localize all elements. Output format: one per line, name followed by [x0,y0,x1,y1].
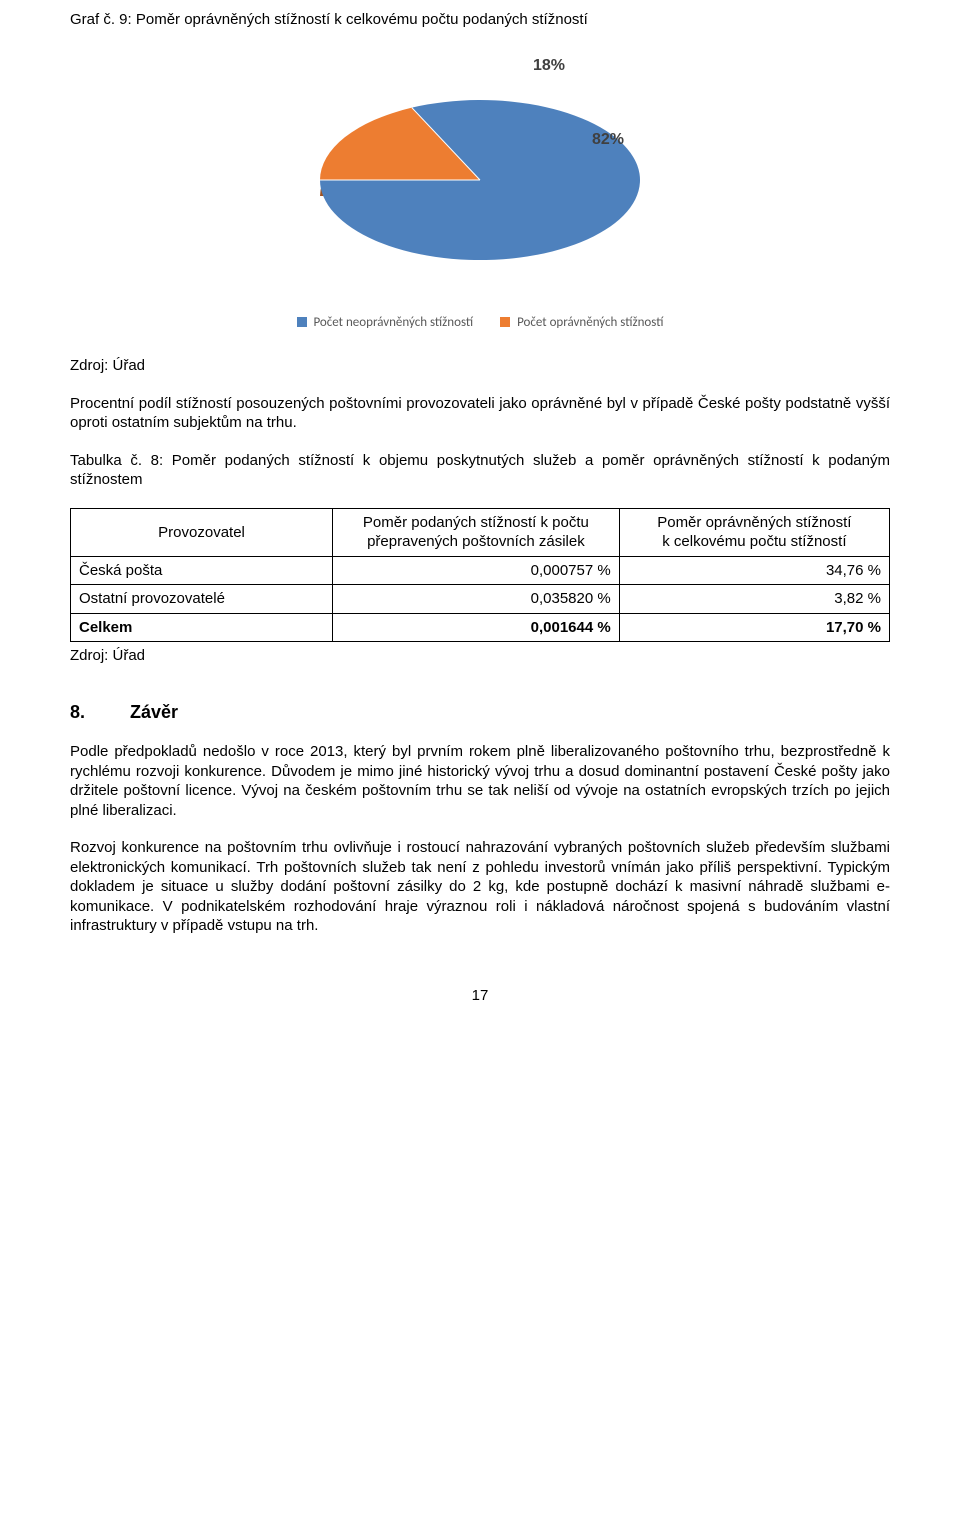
section-heading-zaver: 8. Závěr [70,701,890,724]
table-cell: 34,76 % [619,556,889,585]
table-source: Zdroj: Úřad [70,646,890,666]
legend-label: Počet oprávněných stížností [517,315,663,330]
legend-label: Počet neoprávněných stížností [313,315,473,330]
table-cell: 0,035820 % [333,585,620,614]
pie-chart: 18% 82% Počet neoprávněných stížností Po… [180,40,780,332]
table-row: Česká pošta 0,000757 % 34,76 % [71,556,890,585]
legend-item-neopravnene: Počet neoprávněných stížností [297,315,474,332]
table-col-provozovatel: Provozovatel [71,508,333,556]
table-cell: 0,000757 % [333,556,620,585]
paragraph-zaver-2: Rozvoj konkurence na poštovním trhu ovli… [70,838,890,936]
table-caption: Tabulka č. 8: Poměr podaných stížností k… [70,451,890,490]
page-number: 17 [70,986,890,1006]
table-cell: 0,001644 % [333,613,620,642]
paragraph-intro: Procentní podíl stížností posouzených po… [70,394,890,433]
pie-svg [270,40,690,300]
table-col-pomer1: Poměr podaných stížností k počtu přeprav… [333,508,620,556]
legend-swatch-icon [500,317,510,327]
table-cell: Celkem [71,613,333,642]
table-cell: 17,70 % [619,613,889,642]
section-number: 8. [70,701,125,724]
table-row: Ostatní provozovatelé 0,035820 % 3,82 % [71,585,890,614]
chart-source: Zdroj: Úřad [70,356,890,376]
pie-area: 18% 82% [270,40,690,300]
data-table: Provozovatel Poměr podaných stížností k … [70,508,890,643]
slice-label-18: 18% [533,56,565,77]
page: Graf č. 9: Poměr oprávněných stížností k… [0,0,960,1045]
slice-label-82: 82% [592,130,624,151]
section-title: Závěr [130,702,178,722]
legend-swatch-icon [297,317,307,327]
table-row-total: Celkem 0,001644 % 17,70 % [71,613,890,642]
table-cell: 3,82 % [619,585,889,614]
chart-legend: Počet neoprávněných stížností Počet oprá… [180,315,780,332]
legend-item-opravnene: Počet oprávněných stížností [500,315,663,332]
paragraph-zaver-1: Podle předpokladů nedošlo v roce 2013, k… [70,742,890,820]
table-cell: Česká pošta [71,556,333,585]
chart-title: Graf č. 9: Poměr oprávněných stížností k… [70,10,890,30]
table-cell: Ostatní provozovatelé [71,585,333,614]
table-header-row: Provozovatel Poměr podaných stížností k … [71,508,890,556]
table-col-pomer2: Poměr oprávněných stížností k celkovému … [619,508,889,556]
